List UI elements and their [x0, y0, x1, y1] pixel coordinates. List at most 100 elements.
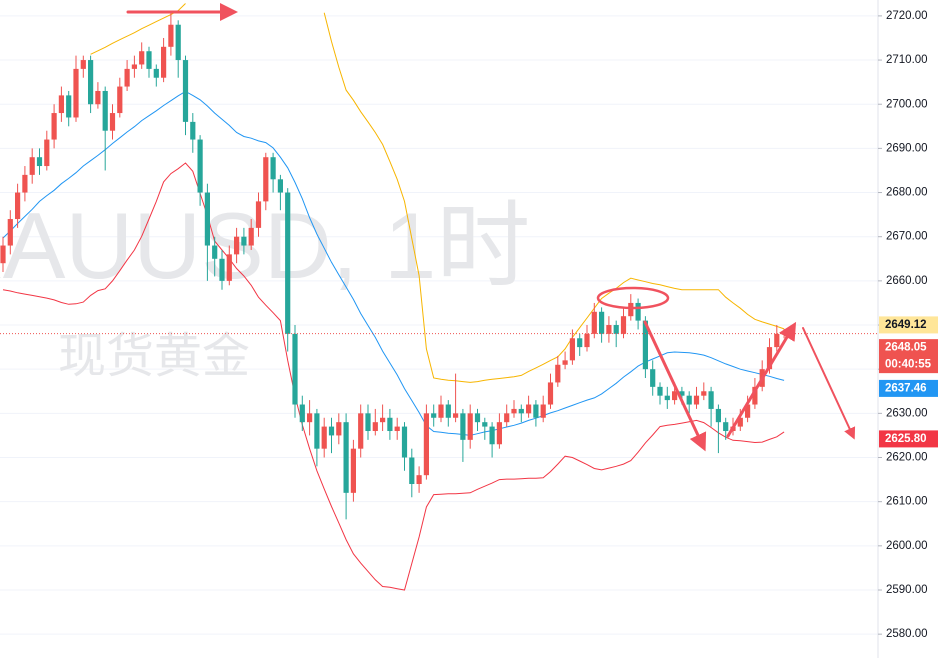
y-tick-label: 2600.00 — [886, 540, 928, 552]
candle-body — [190, 121, 196, 140]
candle-body — [642, 320, 648, 370]
candle-body — [387, 417, 393, 432]
candle-body — [555, 364, 561, 383]
candle-body — [285, 192, 291, 334]
candle-body — [409, 457, 415, 485]
candle-body — [496, 422, 502, 445]
price-tag: 2648.05 — [885, 342, 927, 354]
watermark-subtitle: 现货黄金 — [58, 330, 250, 383]
candle-body — [88, 60, 94, 105]
middle-band-tag: 2637.46 — [885, 382, 927, 394]
candle-body — [613, 325, 619, 334]
y-tick-label: 2590.00 — [886, 584, 928, 596]
candle-body — [219, 258, 225, 281]
candle-body — [66, 95, 72, 118]
candle-body — [365, 413, 371, 432]
candle-body — [36, 157, 43, 167]
y-tick-label: 2660.00 — [886, 275, 928, 287]
candle-body — [745, 404, 751, 418]
annotations — [126, 3, 856, 452]
candle-body — [29, 157, 35, 175]
candle-body — [635, 302, 641, 321]
candle-body — [737, 417, 743, 427]
candle-body — [15, 192, 21, 220]
lower-band-tag-bg — [879, 430, 938, 448]
candle-body — [226, 254, 232, 281]
candle-body — [693, 395, 700, 405]
candle-body — [569, 338, 575, 361]
candle-body — [22, 174, 28, 193]
candle-body — [482, 422, 488, 427]
candle-body — [562, 360, 568, 365]
candle-body — [343, 422, 349, 493]
arrow — [802, 327, 856, 440]
candle-body — [752, 386, 758, 405]
watermark: XAUUSD, 1时 — [0, 193, 530, 298]
candle-body — [80, 60, 86, 69]
candle-body — [489, 426, 495, 445]
y-tick-label: 2620.00 — [886, 452, 928, 464]
candle-body — [139, 51, 145, 65]
candle-body — [620, 316, 627, 334]
candle-body — [328, 426, 335, 436]
candle-body — [51, 113, 57, 140]
candle-body — [723, 422, 729, 432]
upper-band-tag-bg — [879, 316, 938, 334]
circle-mark — [596, 286, 670, 310]
candle-body — [774, 333, 780, 348]
lower-band-tag: 2625.80 — [885, 433, 927, 445]
candle-body — [394, 426, 400, 432]
candle-body — [540, 404, 546, 418]
price-tag-bg — [879, 339, 938, 374]
candle-body — [628, 302, 634, 317]
candle-body — [102, 90, 108, 131]
candle-body — [117, 86, 123, 114]
candle-body — [672, 391, 678, 401]
arrow — [726, 321, 797, 438]
y-tick-label: 2700.00 — [886, 98, 928, 110]
candle-body — [44, 139, 50, 167]
candle-body — [299, 404, 305, 423]
candle-body — [197, 139, 203, 193]
candle-body — [708, 391, 714, 409]
candle-body — [657, 386, 663, 396]
candle-body — [701, 391, 707, 396]
y-tick-label: 2720.00 — [886, 10, 928, 22]
candle-body — [584, 333, 590, 348]
candle-body — [131, 64, 137, 69]
candle-body — [95, 90, 101, 105]
candle-body — [168, 24, 174, 47]
candle-body — [467, 413, 473, 440]
candle-body — [460, 413, 466, 440]
candle-body — [547, 382, 554, 405]
candle-body — [270, 157, 276, 180]
candle-body — [182, 60, 189, 122]
candle-body — [321, 426, 327, 449]
candle-body — [109, 113, 116, 131]
candle-body — [650, 369, 656, 387]
plot-area — [0, 3, 878, 591]
band-line — [2, 162, 785, 591]
candle-body — [518, 408, 524, 414]
candle-body — [474, 413, 481, 423]
candle-body — [175, 24, 181, 61]
candle-body — [766, 347, 773, 370]
candle-body — [599, 311, 605, 334]
candle-body — [679, 391, 685, 396]
y-tick-label: 2610.00 — [886, 496, 928, 508]
candle-body — [248, 227, 254, 246]
candle-body — [212, 245, 218, 259]
price-axis: 2720.00 2710.00 2700.00 2690.00 2680.00 2670.… — [878, 10, 938, 640]
candle-body — [715, 408, 721, 423]
band-line — [2, 90, 785, 436]
candle-body — [153, 68, 159, 78]
candle-body — [686, 395, 692, 405]
candle-body — [277, 179, 283, 193]
candle-body — [336, 422, 342, 436]
y-tick-label: 2630.00 — [886, 407, 928, 419]
candle-body — [781, 333, 787, 335]
upper-band-tag: 2649.12 — [885, 319, 927, 331]
candle-body — [577, 338, 583, 348]
candle-body — [504, 413, 510, 423]
